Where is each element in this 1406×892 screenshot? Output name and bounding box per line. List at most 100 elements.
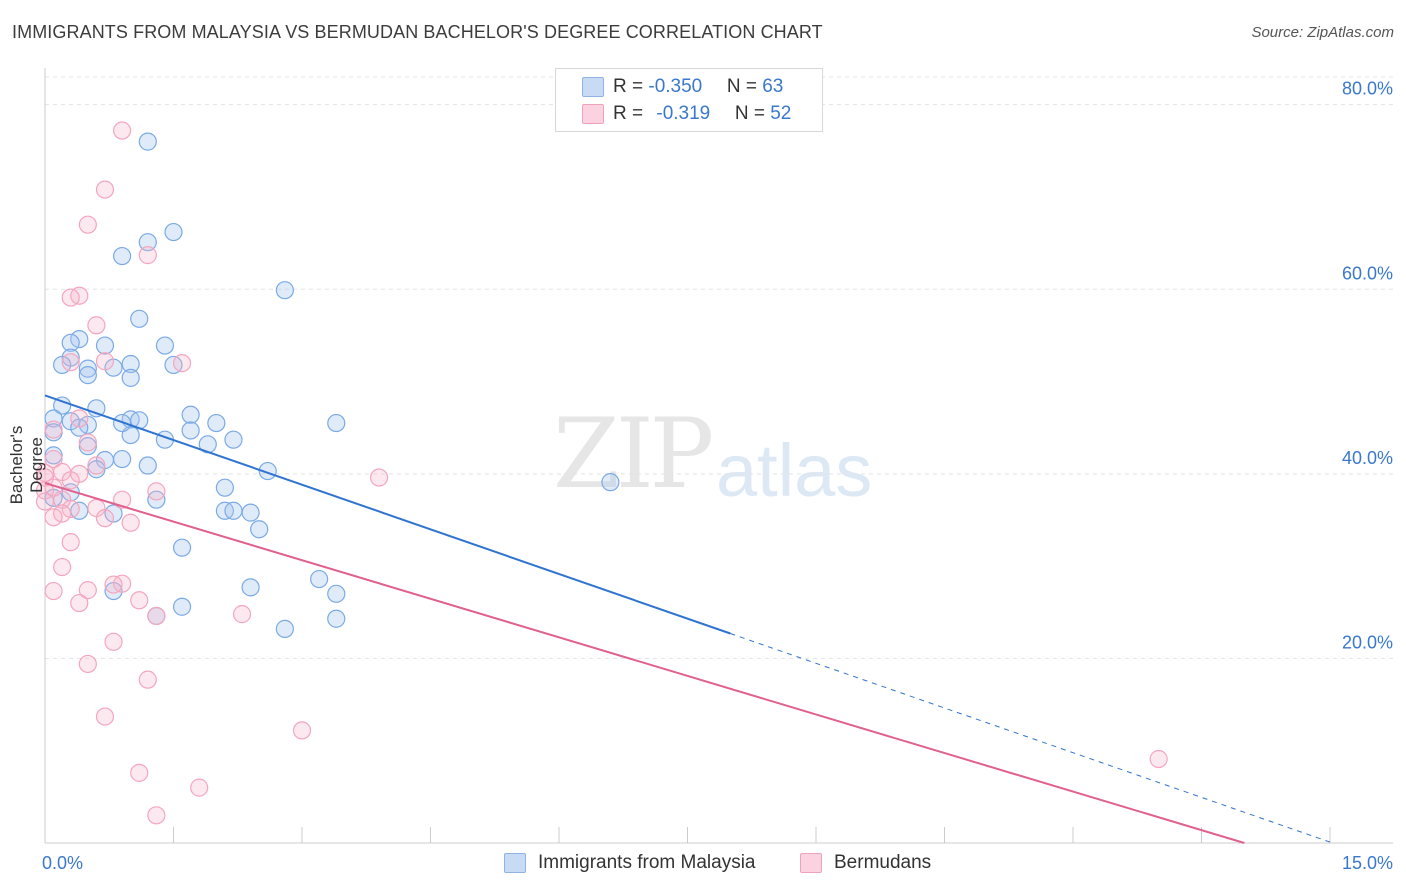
tick-labels: 20.0% 40.0% 60.0% 80.0% 0.0% 15.0%	[42, 79, 1393, 873]
point-bermudans	[35, 492, 55, 511]
point-bermudans	[1149, 749, 1168, 769]
point-bermudans	[70, 409, 89, 428]
point-bermudans	[70, 593, 89, 613]
point-malaysia	[275, 281, 294, 300]
trend-lines	[44, 394, 1331, 844]
trend-line-bermudans	[44, 482, 1245, 844]
point-malaysia	[61, 333, 80, 352]
point-bermudans	[138, 246, 157, 265]
y-tick-label: 80.0%	[1342, 79, 1393, 99]
point-bermudans	[78, 581, 97, 600]
point-bermudans	[190, 778, 209, 797]
point-malaysia	[181, 421, 200, 440]
point-malaysia	[121, 368, 140, 387]
point-malaysia	[78, 359, 97, 378]
series-legend-malaysia: Immigrants from Malaysia	[504, 852, 756, 874]
grid	[45, 76, 1393, 659]
y-tick-label: 40.0%	[1342, 448, 1393, 468]
point-bermudans	[61, 471, 80, 490]
legend-r-label: R =	[613, 103, 649, 124]
point-bermudans	[104, 575, 123, 594]
point-bermudans	[87, 456, 106, 475]
point-malaysia	[224, 430, 243, 449]
legend-swatch-malaysia	[582, 77, 604, 97]
y-axis-label: Bachelor's Degree	[7, 425, 46, 505]
legend-swatch-bermudans	[582, 104, 604, 124]
point-bermudans	[78, 654, 97, 674]
point-bermudans	[172, 353, 192, 373]
point-malaysia	[104, 504, 123, 523]
point-malaysia	[181, 405, 200, 424]
watermark-zip: ZIP	[553, 398, 714, 510]
series-swatch-malaysia	[504, 853, 526, 873]
watermark-atlas: atlas	[716, 429, 873, 512]
point-malaysia	[53, 396, 72, 415]
point-malaysia	[138, 233, 157, 252]
point-bermudans	[95, 180, 115, 199]
point-malaysia	[138, 132, 157, 151]
point-bermudans	[78, 433, 97, 452]
series-name-malaysia: Immigrants from Malaysia	[538, 852, 756, 873]
source-label: Source: ZipAtlas.com	[1251, 24, 1394, 41]
point-malaysia	[172, 597, 192, 616]
point-bermudans	[121, 513, 140, 532]
point-malaysia	[155, 336, 175, 355]
point-malaysia	[164, 222, 183, 242]
chart-title: IMMIGRANTS FROM MALAYSIA VS BERMUDAN BAC…	[12, 22, 823, 42]
trend-line-malaysia	[44, 394, 731, 635]
data-points	[35, 121, 1168, 825]
point-bermudans	[44, 581, 63, 601]
point-malaysia	[241, 578, 260, 597]
series-swatch-bermudans	[800, 853, 822, 873]
y-tick-label: 20.0%	[1342, 632, 1393, 652]
point-bermudans	[147, 606, 166, 626]
legend-r-label: R =	[613, 76, 649, 97]
legend-r-value: -0.350	[648, 76, 703, 97]
point-malaysia	[78, 365, 97, 385]
point-malaysia	[172, 538, 192, 557]
point-malaysia	[224, 501, 243, 520]
legend-n-label: N =	[726, 76, 763, 97]
point-bermudans	[138, 670, 157, 689]
point-bermudans	[292, 721, 312, 740]
point-malaysia	[275, 619, 294, 638]
point-malaysia	[327, 584, 346, 603]
x-tick-label: 15.0%	[1342, 853, 1393, 873]
point-bermudans	[104, 632, 123, 651]
point-malaysia	[250, 520, 269, 539]
point-malaysia	[207, 413, 226, 433]
point-bermudans	[44, 449, 63, 469]
legend-r-value: -0.319	[656, 103, 711, 124]
point-bermudans	[44, 508, 63, 527]
point-malaysia	[258, 461, 277, 481]
legend-n-value: 63	[762, 76, 784, 97]
point-malaysia	[121, 354, 140, 374]
y-tick-label: 60.0%	[1342, 263, 1393, 283]
point-malaysia	[138, 456, 157, 475]
legend-n-value: 52	[770, 103, 792, 124]
point-bermudans	[112, 121, 132, 140]
point-bermudans	[61, 499, 80, 519]
point-bermudans	[87, 316, 106, 335]
point-bermudans	[232, 605, 252, 624]
legend-n-label: N =	[734, 103, 771, 124]
point-malaysia	[215, 478, 234, 497]
point-bermudans	[78, 215, 97, 234]
series-legend-bermudans: Bermudans	[800, 852, 931, 874]
point-bermudans	[130, 591, 149, 610]
axes	[44, 68, 1393, 844]
point-malaysia	[112, 246, 132, 266]
point-bermudans	[95, 352, 115, 371]
point-malaysia	[327, 609, 346, 628]
trend-extension-malaysia	[730, 633, 1331, 843]
point-malaysia	[601, 473, 620, 492]
point-bermudans	[61, 533, 80, 552]
point-bermudans	[130, 763, 149, 782]
point-malaysia	[130, 309, 149, 328]
point-bermudans	[147, 806, 166, 825]
point-malaysia	[70, 418, 89, 437]
correlation-legend: R = -0.350 N = 63 R = -0.319 N = 52	[555, 68, 823, 132]
series-name-bermudans: Bermudans	[834, 852, 932, 873]
point-malaysia	[95, 336, 115, 355]
